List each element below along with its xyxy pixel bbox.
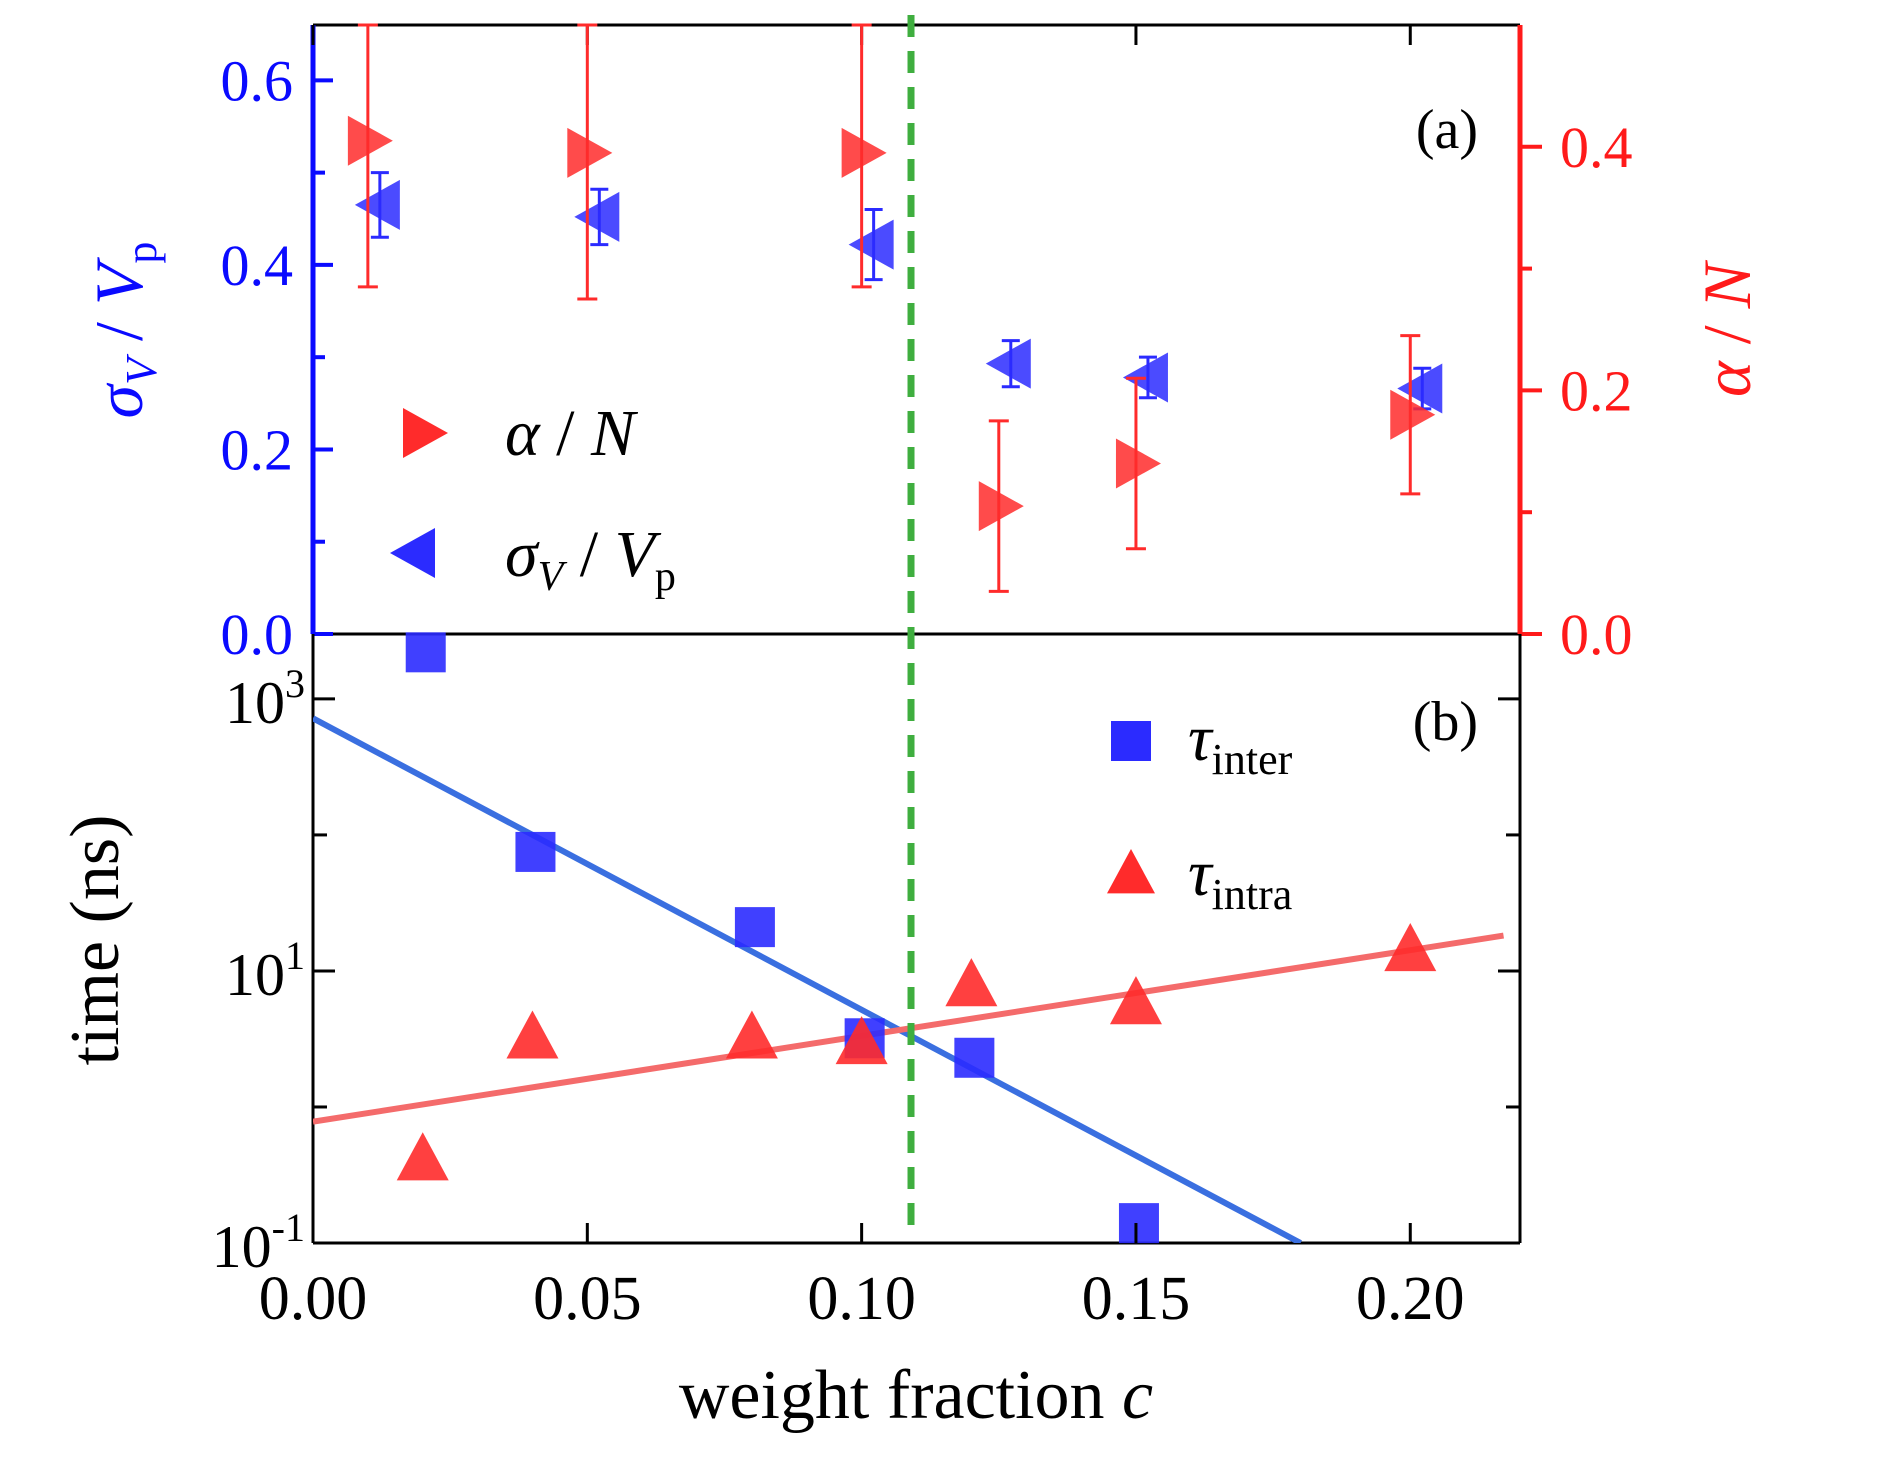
- y-label-left: σV / Vp: [81, 242, 166, 419]
- legend-tau-intra-marker: [1107, 849, 1155, 894]
- time-tick-exp: -1: [272, 1205, 305, 1250]
- alpha-marker: [978, 481, 1024, 532]
- legend-tau-inter-sub: inter: [1212, 735, 1293, 784]
- x-axis-label-var: c: [1122, 1357, 1153, 1434]
- legend-alpha-sep: /: [540, 397, 591, 470]
- alpha-marker: [347, 115, 393, 166]
- tau-inter-marker: [1118, 1203, 1159, 1244]
- time-tick-base: 10: [212, 1214, 272, 1280]
- panel-a: 0.00.20.40.60.00.20.4(a)σV / Vpα / Nα / …: [81, 23, 1765, 667]
- tau-intra-marker: [835, 1016, 888, 1065]
- shared-axis: 0.00 0.05 0.10 0.15 0.20 weight fraction c: [259, 15, 1465, 1434]
- sigma-marker: [848, 219, 894, 270]
- tau-inter-marker: [954, 1037, 995, 1078]
- legend-sigma-sym2: V: [615, 518, 662, 591]
- tau-inter-fit-line: [313, 715, 1302, 1243]
- y-label-time: time (ns): [57, 815, 134, 1066]
- x-tick-label: 0.20: [1356, 1265, 1465, 1333]
- y-label-left-sub: V: [117, 353, 166, 385]
- right-tick-label: 0.2: [1560, 358, 1633, 423]
- right-tick-label: 0.4: [1560, 115, 1633, 180]
- panel-label-a: (a): [1416, 99, 1478, 161]
- x-axis-label: weight fraction c: [679, 1357, 1153, 1434]
- alpha-marker: [1115, 438, 1161, 489]
- panel-label-b: (b): [1413, 691, 1478, 753]
- right-tick-label: 0.0: [1560, 602, 1633, 667]
- legend-tau-intra-sym: τ: [1188, 837, 1214, 910]
- legend-sigma-sub2: p: [655, 554, 676, 600]
- sigma-marker: [1397, 363, 1443, 414]
- tau-inter-marker: [405, 632, 446, 673]
- tau-inter-marker: [734, 907, 775, 948]
- legend-alpha-marker: [403, 408, 448, 458]
- alpha-marker: [841, 127, 887, 178]
- legend-alpha-sym2: N: [590, 397, 639, 470]
- time-tick-exp: 3: [285, 661, 305, 706]
- y-label-right-sym: α: [1689, 360, 1765, 397]
- y-label-right-sym2: N: [1689, 259, 1765, 309]
- legend-sigma-sep: /: [563, 518, 614, 591]
- left-tick-label: 0.6: [221, 48, 294, 113]
- tau-inter-marker: [515, 831, 556, 872]
- x-tick-label: 0.15: [1082, 1265, 1191, 1333]
- legend-tau-inter-marker: [1111, 721, 1151, 761]
- time-tick-base: 10: [225, 670, 285, 736]
- legend-alpha-sym: α: [505, 397, 541, 470]
- y-label-left-sym2: V: [81, 256, 157, 305]
- alpha-marker: [1390, 389, 1436, 440]
- legend-tau-intra-sub: intra: [1212, 870, 1293, 919]
- legend-tau-inter-sym: τ: [1188, 702, 1214, 775]
- legend-sigma-label: σV / Vp: [505, 518, 676, 600]
- left-tick-label: 0.0: [221, 602, 294, 667]
- y-label-left-sep: /: [81, 305, 157, 358]
- tau-intra-marker: [1109, 976, 1162, 1025]
- left-tick-label: 0.2: [221, 417, 294, 482]
- legend-alpha-label: α / N: [505, 397, 639, 470]
- alpha-marker: [567, 127, 613, 178]
- x-tick-label: 0.10: [807, 1265, 916, 1333]
- tau-intra-marker: [1384, 923, 1437, 972]
- legend-sigma-sym: σ: [505, 518, 540, 591]
- time-tick-base: 10: [225, 942, 285, 1008]
- y-label-right-sep: /: [1689, 308, 1765, 361]
- legend-tau-intra-label: τintra: [1188, 837, 1292, 919]
- legend-tau-inter-label: τinter: [1188, 702, 1293, 784]
- x-axis-label-main: weight fraction: [679, 1357, 1122, 1434]
- time-tick-exp: 1: [285, 933, 305, 978]
- tau-intra-marker: [725, 1010, 778, 1059]
- x-tick-label: 0.00: [259, 1265, 368, 1333]
- legend-sigma-sub: V: [538, 554, 568, 600]
- sigma-marker: [985, 338, 1031, 389]
- y-label-right: α / N: [1689, 259, 1765, 397]
- time-tick-label: 10-1: [212, 1205, 305, 1280]
- sigma-marker: [354, 179, 400, 230]
- legend-sigma-marker: [390, 528, 435, 578]
- y-label-left-sub2: p: [117, 242, 166, 264]
- time-tick-label: 101: [225, 933, 305, 1008]
- sigma-marker: [574, 191, 620, 242]
- x-tick-label: 0.05: [533, 1265, 642, 1333]
- tau-intra-marker: [506, 1010, 559, 1059]
- tau-intra-marker: [945, 958, 998, 1007]
- time-tick-label: 103: [225, 661, 305, 736]
- left-tick-label: 0.4: [221, 233, 294, 298]
- y-label-left-sym: σ: [81, 382, 157, 418]
- tau-intra-marker: [396, 1132, 449, 1181]
